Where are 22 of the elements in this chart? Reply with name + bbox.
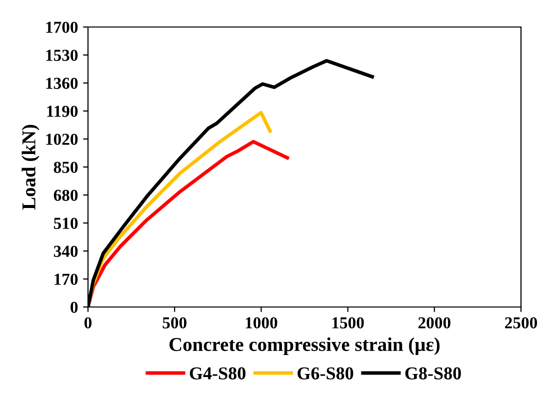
x-tick-label: 1500 <box>332 317 364 328</box>
y-tick-label: 510 <box>54 218 78 229</box>
y-tick-label: 1190 <box>47 106 78 117</box>
y-tick-label: 850 <box>54 162 78 173</box>
x-axis-title: Concrete compressive strain (με) <box>170 337 440 356</box>
legend-label: G4-S80 <box>190 367 246 380</box>
legend-label: G6-S80 <box>298 367 354 380</box>
x-tick-label: 500 <box>162 317 186 328</box>
y-tick-label: 1530 <box>46 50 78 61</box>
y-tick-label: 1700 <box>46 22 78 33</box>
y-tick-label: 170 <box>54 274 78 285</box>
x-tick-label: 0 <box>84 317 92 328</box>
x-tick-label: 2500 <box>505 317 538 328</box>
legend-label: G8-S80 <box>405 367 461 380</box>
y-tick-label: 680 <box>54 190 78 201</box>
x-tick-label: 1000 <box>246 317 278 328</box>
y-tick-label: 340 <box>54 246 78 257</box>
y-tick-label: 1020 <box>46 134 78 145</box>
y-axis-title: Load (kN) <box>22 124 40 210</box>
x-tick-label: 2000 <box>418 317 450 328</box>
y-tick-label: 0 <box>70 302 78 313</box>
y-tick-label: 1360 <box>46 78 78 89</box>
